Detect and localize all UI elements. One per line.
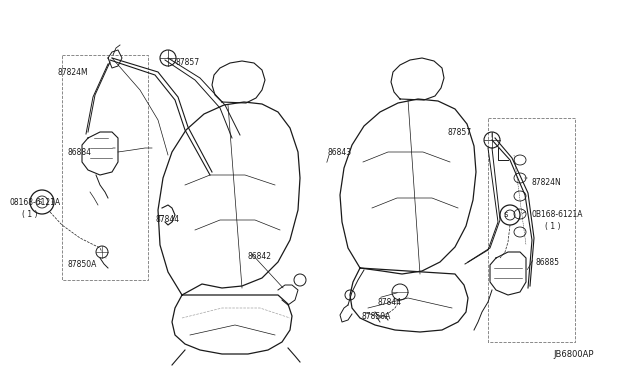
Text: 87850A: 87850A <box>68 260 97 269</box>
Text: 86885: 86885 <box>536 258 560 267</box>
Text: S: S <box>504 212 508 218</box>
Text: ( 1 ): ( 1 ) <box>22 210 38 219</box>
Text: 87850A: 87850A <box>362 312 392 321</box>
Text: JB6800AP: JB6800AP <box>553 350 593 359</box>
Text: 86842: 86842 <box>248 252 272 261</box>
Text: 08168-6121A: 08168-6121A <box>10 198 61 207</box>
Text: 86843: 86843 <box>328 148 352 157</box>
Text: ( 1 ): ( 1 ) <box>545 222 561 231</box>
Text: 87857: 87857 <box>448 128 472 137</box>
Text: 87857: 87857 <box>175 58 199 67</box>
Text: 86884: 86884 <box>68 148 92 157</box>
Text: 0B168-6121A: 0B168-6121A <box>532 210 584 219</box>
Text: 87844: 87844 <box>155 215 179 224</box>
Text: 87844: 87844 <box>378 298 402 307</box>
Text: S: S <box>37 199 42 205</box>
Text: 87824M: 87824M <box>58 68 88 77</box>
Text: 87824N: 87824N <box>532 178 562 187</box>
